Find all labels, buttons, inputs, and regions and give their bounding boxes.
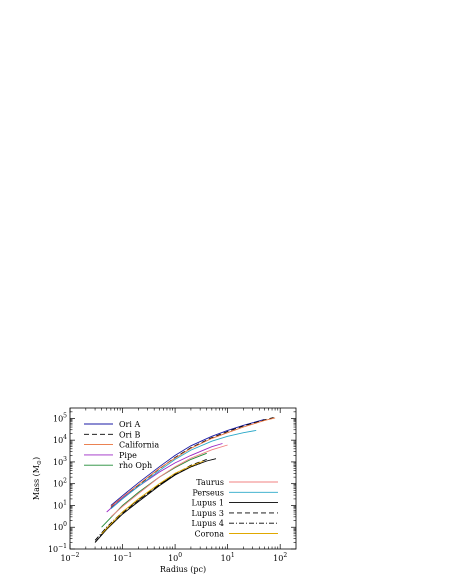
series-layer [94, 417, 276, 543]
series-line-lupus-4 [94, 463, 201, 541]
series-line-ori-b [110, 417, 274, 508]
legend-label-perseus: Perseus [192, 488, 224, 497]
legend-label-lupus-4: Lupus 4 [192, 519, 224, 528]
legend-label-ori-a: Ori A [119, 420, 140, 429]
tick-label: 10−2 [60, 552, 79, 563]
tick-label: 102 [53, 478, 67, 489]
tick-label: 101 [221, 552, 235, 563]
legend-label-pipe: Pipe [119, 451, 137, 460]
tick-label: 101 [53, 499, 67, 510]
tick-label: 100 [53, 521, 67, 532]
tick-label: 10−1 [113, 552, 132, 563]
legend-label-taurus: Taurus [196, 478, 224, 487]
x-axis-title: Radius (pc) [160, 565, 206, 574]
legend-label-lupus-1: Lupus 1 [192, 499, 224, 508]
series-line-pipe [106, 443, 223, 513]
y-axis-title: Mass (M⊙) [32, 457, 43, 500]
legend-label-corona: Corona [195, 530, 225, 539]
series-line-lupus-1 [94, 458, 217, 543]
tick-label: 104 [53, 434, 67, 445]
tick-label: 105 [53, 412, 67, 423]
legend-label-california: California [119, 441, 159, 450]
tick-label: 100 [168, 552, 182, 563]
legend-label-rho-oph: rho Oph [119, 461, 152, 470]
legend-label-ori-b: Ori B [119, 430, 140, 439]
axes-layer: 10−2 10−1 100 101 10210−1100101102103104105R… [32, 407, 297, 574]
series-line-ori-a [110, 418, 265, 506]
tick-label: 10−1 [48, 543, 67, 554]
series-line-perseus [110, 429, 257, 510]
legend-label-lupus-3: Lupus 3 [192, 509, 224, 518]
series-line-taurus [110, 444, 228, 518]
tick-label: 102 [273, 552, 287, 563]
series-line-california [110, 417, 276, 507]
tick-label: 103 [53, 456, 67, 467]
series-line-corona [101, 460, 204, 535]
plot-frame [69, 407, 297, 550]
